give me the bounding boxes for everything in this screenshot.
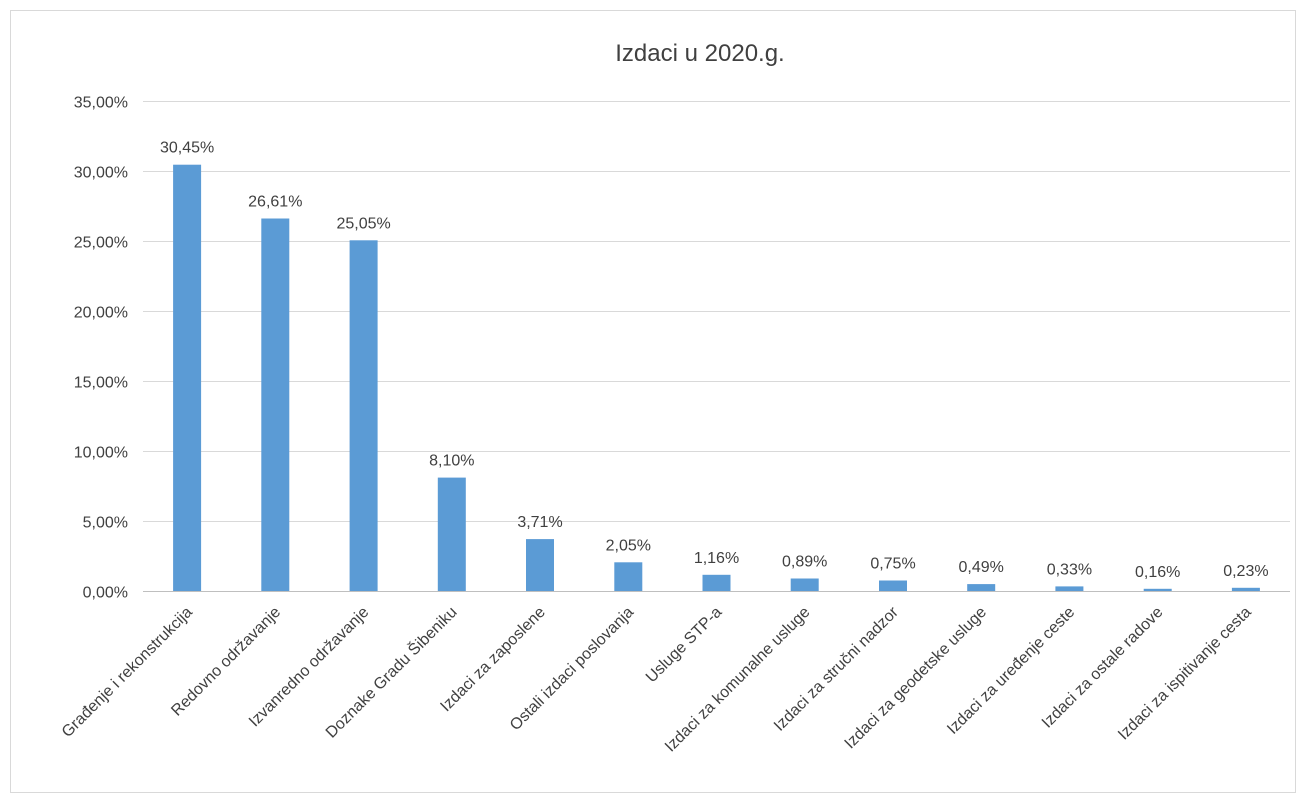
data-label: 0,23%	[1223, 563, 1268, 580]
bar	[173, 164, 202, 591]
data-label: 3,71%	[517, 514, 562, 531]
data-label: 2,05%	[606, 537, 651, 554]
y-tick-label: 35,00%	[74, 95, 128, 112]
y-tick-label: 15,00%	[74, 375, 128, 392]
bar	[349, 240, 378, 592]
data-label: 0,75%	[870, 556, 915, 573]
chart-frame	[10, 10, 1296, 793]
bar	[702, 574, 731, 591]
y-tick-label: 20,00%	[74, 305, 128, 322]
bar	[1055, 586, 1084, 591]
y-tick-label: 30,00%	[74, 165, 128, 182]
bars	[173, 164, 1260, 592]
bar	[614, 562, 643, 591]
data-label: 0,33%	[1047, 561, 1092, 578]
y-tick-label: 25,00%	[74, 235, 128, 252]
data-label: 8,10%	[429, 453, 474, 470]
bar	[967, 584, 996, 591]
bar	[790, 578, 819, 591]
category-label: Usluge STP-a	[643, 604, 726, 687]
data-label: 26,61%	[248, 194, 302, 211]
bar	[437, 477, 466, 591]
data-label: 1,16%	[694, 550, 739, 567]
bar	[879, 580, 907, 591]
y-axis-tick-labels: 0,00% 5,00% 10,00% 15,00% 20,00% 25,00% 30,00%…	[74, 95, 128, 602]
data-label: 0,16%	[1135, 564, 1180, 581]
y-tick-label: 5,00%	[83, 515, 128, 532]
gridlines	[143, 101, 1290, 592]
data-label: 0,49%	[959, 559, 1004, 576]
bar	[1231, 587, 1260, 591]
y-tick-label: 10,00%	[74, 445, 128, 462]
data-label: 0,89%	[782, 554, 827, 571]
category-label: Građenje i rekonstrukcija	[59, 604, 196, 741]
bar	[526, 539, 554, 591]
data-label: 25,05%	[336, 215, 390, 232]
bar	[261, 218, 290, 591]
category-label: Izdaci za komunalne usluge	[662, 604, 814, 756]
bar	[1143, 588, 1172, 591]
data-labels: 30,45% 26,61% 25,05% 8,10% 3,71% 2,05% 1,16% 0,…	[160, 140, 1269, 581]
category-label: Izdaci za geodetske usluge	[842, 604, 991, 753]
data-label: 30,45%	[160, 140, 214, 157]
chart-title: Izdaci u 2020.g.	[615, 40, 784, 67]
y-tick-label: 0,00%	[83, 585, 128, 602]
